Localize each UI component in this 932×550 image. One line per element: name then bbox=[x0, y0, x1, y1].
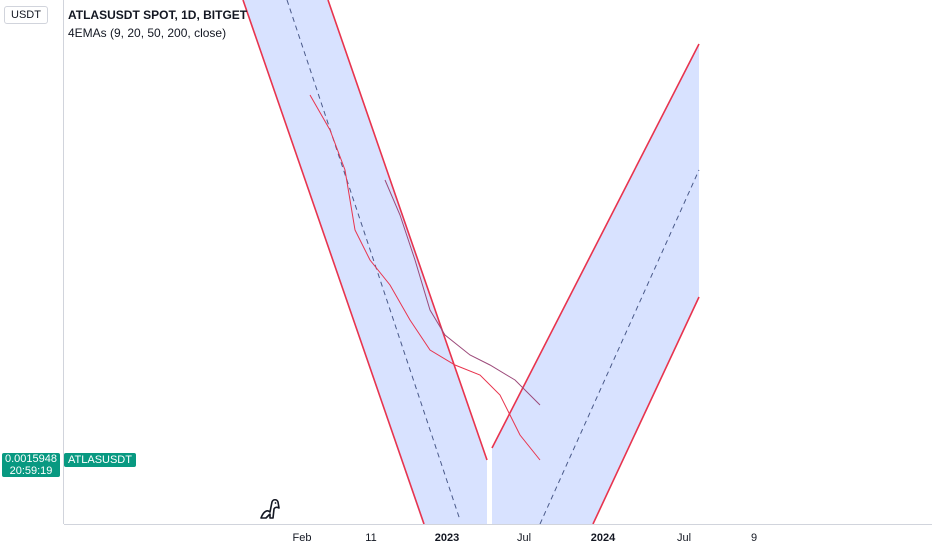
x-tick-label: Jul bbox=[517, 532, 531, 544]
down-channel-mid-line bbox=[286, 0, 461, 521]
symbol-title[interactable]: ATLASUSDT SPOT, 1D, BITGET bbox=[68, 8, 248, 22]
x-tick-label: 2023 bbox=[435, 532, 459, 544]
channel-layer bbox=[242, 0, 700, 524]
up-channel-mid-line bbox=[539, 169, 700, 524]
up-channel-fill bbox=[492, 44, 699, 524]
chart-header: ATLASUSDT SPOT, 1D, BITGET 4EMAs (9, 20,… bbox=[68, 8, 247, 40]
unit-label[interactable]: USDT bbox=[4, 6, 48, 24]
down-channel-upper-line[interactable] bbox=[327, 0, 488, 461]
down-channel-fill bbox=[243, 0, 487, 524]
up-channel-upper-line[interactable] bbox=[491, 43, 700, 449]
indicator-legend[interactable]: 4EMAs (9, 20, 50, 200, close) bbox=[68, 26, 227, 40]
symbol-price-tag: ATLASUSDT bbox=[64, 453, 136, 467]
ema-200-line bbox=[384, 179, 541, 406]
x-tick-label: 11 bbox=[365, 532, 376, 544]
last-price-badge: 0.0015948 20:59:19 bbox=[2, 453, 60, 477]
bar-countdown: 20:59:19 bbox=[9, 465, 53, 477]
tradingview-dino-icon[interactable] bbox=[258, 496, 284, 522]
x-tick-label: Jul bbox=[677, 532, 691, 544]
x-axis-ticks[interactable]: Feb 11 2023 Jul 2024 Jul 9 bbox=[293, 532, 758, 544]
down-channel-lower-line[interactable] bbox=[242, 0, 425, 524]
up-channel-lower-line[interactable] bbox=[592, 296, 700, 524]
x-tick-label: Feb bbox=[293, 532, 312, 544]
x-tick-label: 2024 bbox=[591, 532, 616, 544]
ema-layer bbox=[309, 94, 541, 461]
ema-50-line bbox=[309, 94, 541, 461]
last-price-value: 0.0015948 bbox=[5, 453, 57, 465]
x-tick-label: 9 bbox=[751, 532, 757, 544]
